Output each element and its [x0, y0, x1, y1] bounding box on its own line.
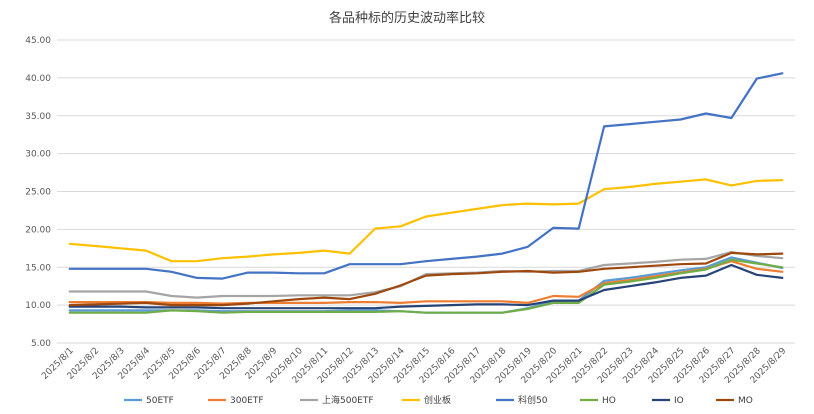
series-line-5 [68, 258, 784, 314]
y-tick-label: 30.00 [25, 150, 51, 160]
series-line-2 [68, 251, 784, 299]
legend-label: HO [602, 396, 616, 406]
y-tick-label: 45.00 [25, 36, 51, 46]
y-axis: 5.00 10.00 15.00 20.00 25.00 30.00 35.00 40.00 4… [25, 36, 51, 349]
legend-label: 上海500ETF [322, 394, 374, 406]
y-tick-label: 40.00 [25, 74, 51, 84]
legend-label: MO [738, 396, 753, 406]
series-line-1 [68, 260, 784, 305]
legend-label: 科创50 [518, 394, 548, 406]
series-lines [68, 72, 784, 314]
y-tick-label: 20.00 [25, 225, 51, 235]
y-tick-label: 10.00 [25, 301, 51, 311]
y-tick-label: 35.00 [25, 112, 51, 122]
series-line-7 [68, 251, 784, 307]
legend-label: IO [674, 396, 684, 406]
legend-label: 300ETF [230, 396, 264, 406]
y-tick-label: 15.00 [25, 263, 51, 273]
legend: 50ETF 300ETF 上海500ETF 创业板 科创50 HO IO MO [124, 394, 753, 406]
series-line-4 [68, 72, 784, 280]
series-line-3 [68, 178, 784, 263]
y-tick-label: 5.00 [31, 339, 51, 349]
legend-label: 50ETF [146, 396, 174, 406]
legend-label: 创业板 [424, 394, 451, 406]
chart-title: 各品种标的历史波动率比较 [329, 10, 485, 26]
y-tick-label: 25.00 [25, 188, 51, 198]
series-line-6 [68, 263, 784, 310]
